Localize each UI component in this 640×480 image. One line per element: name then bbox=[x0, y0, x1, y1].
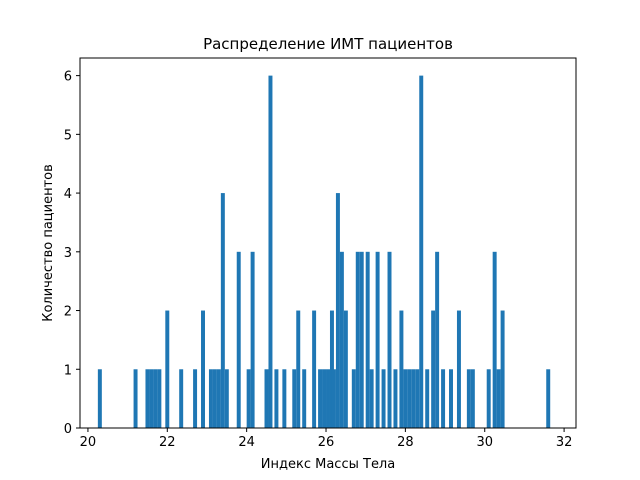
y-tick-label: 1 bbox=[64, 363, 72, 378]
histogram-bar bbox=[546, 369, 551, 428]
histogram-bar bbox=[431, 310, 436, 428]
histogram-bar bbox=[157, 369, 162, 428]
histogram-bar bbox=[312, 310, 317, 428]
histogram-bar bbox=[246, 369, 251, 428]
histogram-bar bbox=[351, 369, 356, 428]
y-axis-label: Количество пациентов bbox=[41, 164, 56, 322]
histogram-bar bbox=[399, 310, 404, 428]
histogram-bar bbox=[381, 369, 386, 428]
histogram-bar bbox=[415, 369, 420, 428]
histogram-bar bbox=[419, 75, 424, 429]
histogram-bar bbox=[365, 251, 370, 428]
histogram-bar bbox=[216, 369, 221, 428]
histogram-bar bbox=[292, 369, 297, 428]
histogram-bar bbox=[302, 369, 307, 428]
histogram-bar bbox=[153, 369, 158, 428]
histogram-bar bbox=[456, 310, 461, 428]
x-ticks: 20 22 24 26 28 30 32 bbox=[80, 428, 573, 450]
y-tick-label: 2 bbox=[64, 305, 72, 320]
histogram-bar bbox=[407, 369, 412, 428]
histogram-bar bbox=[355, 251, 360, 428]
histogram-bar bbox=[449, 369, 453, 428]
histogram-bar bbox=[193, 369, 198, 428]
histogram-bar bbox=[296, 310, 301, 428]
histogram-bar bbox=[339, 251, 344, 428]
histogram-bar bbox=[145, 369, 150, 428]
histogram-bar bbox=[435, 251, 440, 428]
histogram-bar bbox=[326, 369, 330, 428]
histogram-bar bbox=[224, 369, 229, 428]
x-tick-label: 20 bbox=[80, 435, 97, 450]
y-tick-label: 6 bbox=[64, 70, 72, 85]
histogram-bar bbox=[236, 251, 241, 428]
y-tick-label: 5 bbox=[64, 128, 72, 143]
chart-title: Распределение ИМТ пациентов bbox=[203, 35, 453, 53]
histogram-bar bbox=[359, 251, 364, 428]
y-tick-label: 0 bbox=[64, 422, 72, 437]
y-tick-label: 4 bbox=[64, 187, 72, 202]
bars-group bbox=[97, 75, 551, 429]
histogram-bar bbox=[274, 369, 279, 428]
plot-frame bbox=[79, 57, 577, 429]
histogram-bar bbox=[466, 369, 471, 428]
histogram-bar bbox=[393, 369, 398, 428]
histogram-bar bbox=[250, 251, 255, 428]
x-tick-label: 26 bbox=[318, 435, 335, 450]
histogram-bar bbox=[343, 310, 348, 428]
histogram-bar bbox=[335, 193, 340, 428]
x-tick-label: 22 bbox=[159, 435, 176, 450]
x-axis-label: Индекс Массы Тела bbox=[261, 457, 395, 472]
histogram-bar bbox=[208, 369, 213, 428]
histogram-bar bbox=[331, 369, 336, 428]
histogram-bar bbox=[282, 369, 287, 428]
histogram-bar bbox=[441, 369, 446, 428]
histogram-bar bbox=[179, 369, 184, 428]
x-tick-label: 28 bbox=[397, 435, 414, 450]
histogram-bar bbox=[492, 251, 497, 428]
histogram-bar bbox=[220, 193, 225, 428]
histogram-bar bbox=[425, 369, 430, 428]
histogram-bar bbox=[403, 369, 408, 428]
y-tick-label: 3 bbox=[64, 246, 72, 261]
histogram-bar bbox=[329, 310, 334, 428]
histogram-bar bbox=[133, 369, 138, 428]
histogram-bar bbox=[268, 75, 273, 429]
histogram-bar bbox=[149, 369, 154, 428]
histogram-bar bbox=[387, 251, 392, 428]
histogram-bar bbox=[212, 369, 217, 428]
histogram-bar bbox=[500, 310, 505, 428]
histogram-bar bbox=[264, 369, 269, 428]
x-tick-label: 30 bbox=[476, 435, 493, 450]
y-ticks: 0 1 2 3 4 5 6 bbox=[64, 70, 80, 437]
histogram-bar bbox=[318, 369, 323, 428]
histogram-bar bbox=[496, 369, 501, 428]
x-tick-label: 32 bbox=[556, 435, 573, 450]
histogram-bar bbox=[369, 369, 374, 428]
x-tick-label: 24 bbox=[238, 435, 255, 450]
histogram-bar bbox=[97, 369, 102, 428]
histogram-bar bbox=[375, 251, 380, 428]
histogram-bar bbox=[165, 310, 170, 428]
histogram-bar bbox=[470, 369, 475, 428]
histogram-bar bbox=[486, 369, 491, 428]
histogram-bar bbox=[411, 369, 416, 428]
histogram-bar bbox=[322, 369, 327, 428]
histogram-bar bbox=[201, 310, 205, 428]
